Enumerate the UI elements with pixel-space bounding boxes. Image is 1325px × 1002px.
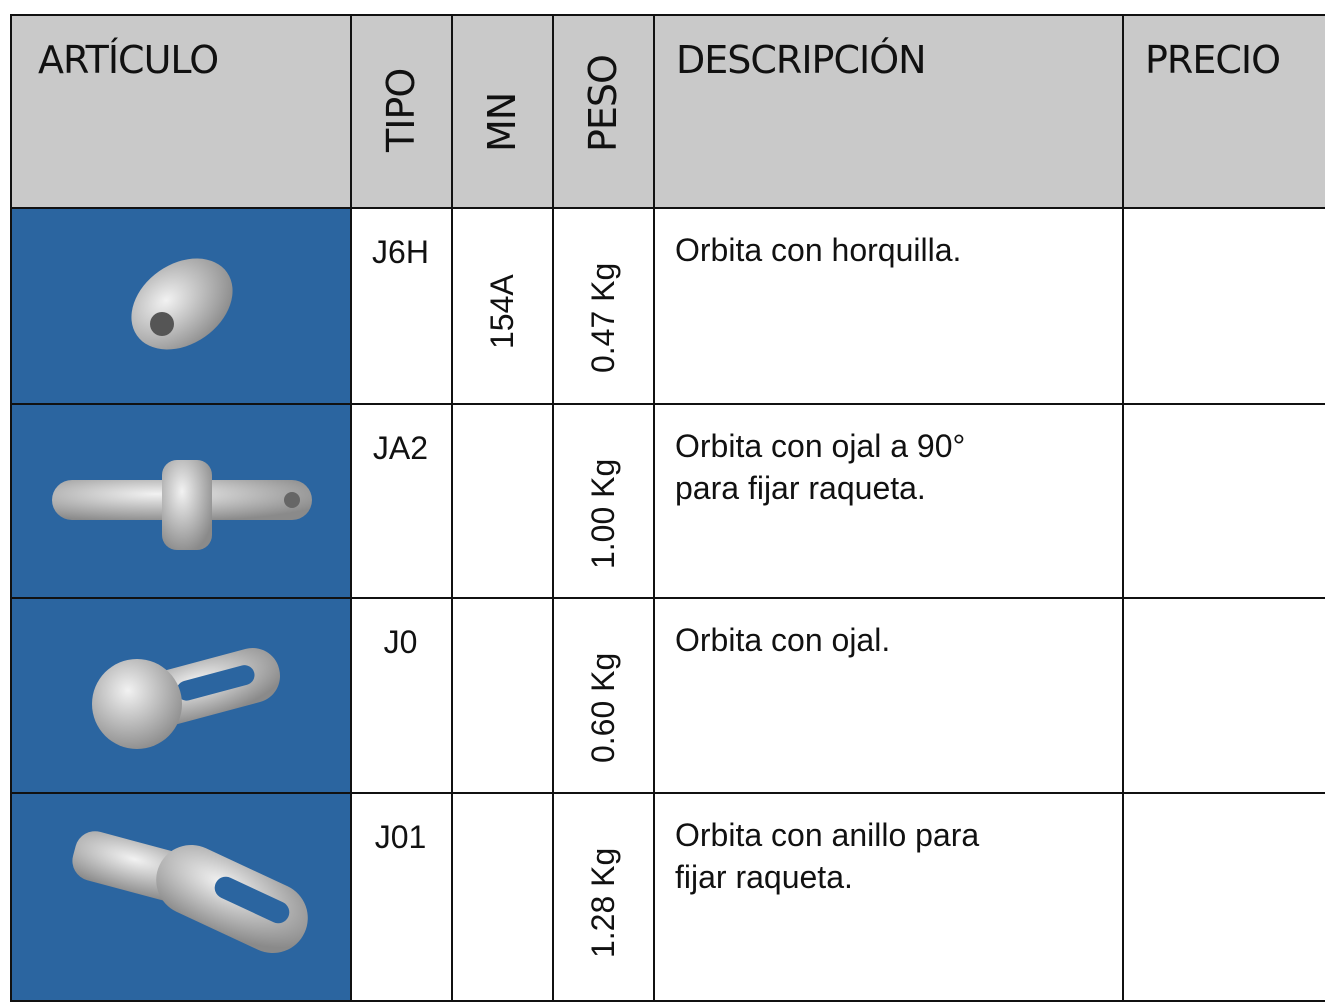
descripcion: Orbita con ojal.	[675, 622, 891, 658]
descripcion: para fijar raqueta.	[675, 470, 926, 506]
product-image	[10, 597, 352, 794]
product-image	[10, 403, 352, 599]
table-cell	[451, 597, 554, 794]
table-cell	[1122, 207, 1325, 405]
part-illustration	[72, 831, 308, 954]
descripcion: Orbita con anillo para	[675, 817, 980, 853]
descripcion: Orbita con horquilla.	[675, 232, 962, 268]
header-cell	[350, 14, 453, 209]
tipo: J01	[374, 819, 427, 855]
peso: 1.00 Kg	[584, 458, 621, 569]
tipo: J6H	[372, 234, 429, 270]
table-cell	[451, 403, 554, 599]
table-cell	[1122, 597, 1325, 794]
tipo: J0	[383, 624, 418, 660]
header-cell	[1122, 14, 1325, 209]
header-text: MN	[479, 92, 524, 152]
peso: 1.28 Kg	[584, 847, 621, 958]
product-image	[10, 792, 352, 1002]
header-text: ARTÍCULO	[38, 38, 219, 82]
header-text: DESCRIPCIÓN	[676, 38, 927, 82]
table-cell	[451, 792, 554, 1002]
table-cell	[1122, 403, 1325, 599]
header-cell	[10, 14, 352, 209]
header-text: PESO	[580, 55, 625, 152]
header-cell	[653, 14, 1124, 209]
page: ARTÍCULO TIPO MN PESO DESCRIPCIÓN PRECIO J6H 15…	[10, 14, 1325, 1002]
descripcion: Orbita con ojal a 90°	[675, 428, 966, 464]
tipo: JA2	[372, 430, 429, 466]
part-illustration	[52, 460, 312, 550]
descripcion: fijar raqueta.	[675, 859, 853, 895]
peso: 0.47 Kg	[584, 262, 621, 373]
part-illustration	[92, 647, 281, 749]
header-text: PRECIO	[1145, 38, 1281, 82]
part-illustration	[131, 258, 233, 350]
table-cell	[1122, 792, 1325, 1002]
mn: 154A	[483, 274, 520, 349]
product-image	[10, 207, 352, 405]
header-text: TIPO	[378, 68, 423, 152]
peso: 0.60 Kg	[584, 652, 621, 763]
